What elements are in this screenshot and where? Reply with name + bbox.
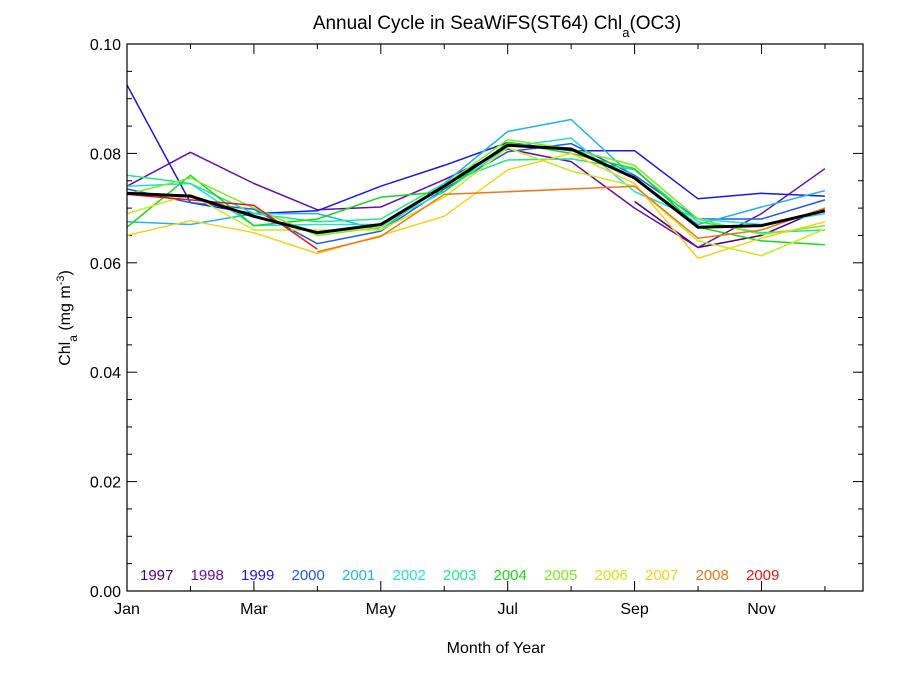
chart-title: Annual Cycle in SeaWiFS(ST64) Chla(OC3) bbox=[313, 13, 681, 40]
y-tick-label: 0.10 bbox=[90, 37, 121, 54]
axis-ticks bbox=[126, 43, 863, 592]
legend-entry-2001: 2001 bbox=[342, 567, 375, 584]
x-tick-label: May bbox=[366, 601, 396, 618]
series-line-1999 bbox=[126, 84, 825, 215]
y-tick-label: 0.06 bbox=[90, 256, 121, 273]
legend-entry-2004: 2004 bbox=[494, 567, 527, 584]
plot-frame bbox=[126, 43, 864, 592]
y-tick-label: 0.00 bbox=[90, 584, 121, 601]
y-tick-label: 0.08 bbox=[90, 146, 121, 163]
legend-entry-2000: 2000 bbox=[292, 567, 325, 584]
legend-entry-2005: 2005 bbox=[544, 567, 577, 584]
legend: 1997 1998 1999 2000 2001 2002 2003 2004 2005 2006… bbox=[140, 567, 779, 584]
x-tick-label: Jan bbox=[114, 601, 140, 618]
y-axis-label: Chla (mg m-3) bbox=[55, 270, 80, 366]
legend-entry-2003: 2003 bbox=[443, 567, 476, 584]
series-line-mean bbox=[126, 143, 826, 235]
series-line-2005 bbox=[126, 138, 826, 237]
series-line-2006 bbox=[126, 147, 826, 257]
series-line-2008 bbox=[317, 185, 826, 253]
series-line-2002 bbox=[126, 137, 826, 227]
tick-labels: 0.00 0.02 0.04 0.06 0.08 0.10 Jan Mar May Jul Sep N… bbox=[90, 37, 776, 618]
legend-entry-2008: 2008 bbox=[696, 567, 729, 584]
series-lines bbox=[126, 84, 826, 260]
legend-entry-2007: 2007 bbox=[645, 567, 678, 584]
series-line-2009 bbox=[126, 193, 318, 250]
legend-entry-1997: 1997 bbox=[140, 567, 173, 584]
series-line-2001 bbox=[126, 118, 826, 231]
legend-entry-1998: 1998 bbox=[191, 567, 224, 584]
x-axis-label: Month of Year bbox=[447, 640, 546, 657]
legend-entry-2009: 2009 bbox=[746, 567, 779, 584]
legend-entry-2002: 2002 bbox=[393, 567, 426, 584]
series-line-1997 bbox=[634, 200, 826, 249]
y-tick-label: 0.02 bbox=[90, 475, 121, 492]
x-tick-label: Jul bbox=[497, 601, 517, 618]
y-tick-label: 0.04 bbox=[90, 365, 121, 382]
x-tick-label: Mar bbox=[240, 601, 268, 618]
x-tick-label: Sep bbox=[620, 601, 649, 618]
legend-entry-1999: 1999 bbox=[241, 567, 274, 584]
x-tick-label: Nov bbox=[747, 601, 775, 618]
legend-entry-2006: 2006 bbox=[595, 567, 628, 584]
